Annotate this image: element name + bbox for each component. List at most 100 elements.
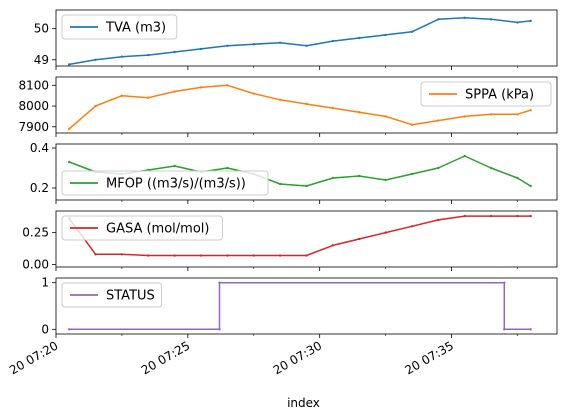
data-point [516, 214, 519, 218]
data-point [278, 98, 282, 102]
data-point [331, 176, 335, 180]
data-point [437, 218, 440, 222]
legend-box [61, 282, 163, 308]
legend-label: MFOP ((m3/s)/(m3/s)) [106, 177, 246, 192]
data-point [384, 231, 387, 234]
data-point [489, 214, 493, 218]
data-point [226, 44, 229, 47]
data-point [305, 102, 308, 106]
data-point [67, 160, 71, 164]
data-point [199, 254, 203, 257]
y-tick-label: 0.4 [30, 141, 49, 155]
data-point [489, 166, 493, 170]
data-point [94, 104, 97, 108]
data-point [410, 172, 414, 176]
data-point [516, 176, 519, 180]
legend-box [61, 14, 178, 40]
data-point [331, 106, 335, 110]
data-point [67, 328, 71, 331]
data-point [199, 86, 203, 89]
data-point [503, 281, 506, 284]
data-point [94, 253, 97, 256]
data-point [463, 16, 466, 19]
legend: TVA (m3) [61, 14, 178, 40]
data-point [120, 55, 124, 58]
data-point [489, 113, 493, 116]
data-point [305, 44, 308, 47]
data-point [437, 119, 440, 122]
y-tick-label: 7900 [18, 120, 49, 134]
y-tick-label: 0.25 [22, 226, 49, 240]
y-tick-label: 50 [34, 22, 49, 36]
data-point [147, 53, 150, 57]
data-point [331, 39, 335, 43]
y-tick-label: 0.00 [22, 257, 49, 271]
legend-box [420, 81, 552, 107]
data-point [384, 33, 387, 37]
data-point [67, 63, 71, 66]
data-point [305, 184, 308, 188]
panel-4: 0.00 0.25 GASA (mol/mol) [22, 210, 558, 271]
data-point [120, 253, 124, 256]
panel-1: 49 50 TVA (m3) [34, 9, 558, 70]
data-point [199, 47, 203, 51]
data-point [278, 182, 282, 186]
legend: STATUS [61, 282, 163, 308]
data-point [67, 127, 71, 131]
x-axis-title: index [287, 396, 320, 410]
data-point [529, 108, 532, 112]
legend-label: TVA (m3) [105, 21, 166, 36]
data-point [218, 281, 221, 284]
data-point [278, 41, 282, 44]
data-point [278, 254, 282, 257]
data-point [147, 96, 150, 99]
data-point [305, 254, 308, 257]
data-point [503, 328, 506, 331]
data-point [516, 21, 519, 24]
legend-label: SPPA (kPa) [465, 88, 534, 103]
data-point [226, 84, 229, 87]
legend-label: STATUS [106, 289, 155, 304]
x-tick-label: 20 07:20 [7, 338, 60, 377]
x-tick-label: 20 07:35 [403, 338, 456, 377]
legend-label: GASA (mol/mol) [106, 222, 209, 237]
data-point [173, 164, 176, 168]
legend-box [61, 215, 223, 241]
y-tick-label: 0.2 [30, 181, 49, 195]
data-point [410, 30, 414, 33]
legend: MFOP ((m3/s)/(m3/s)) [61, 170, 269, 196]
data-point [358, 174, 361, 178]
data-point [463, 214, 466, 218]
data-point [173, 90, 176, 93]
panel-5: 0 1 STATUS [41, 276, 558, 338]
x-tick-label: 20 07:25 [139, 338, 192, 377]
data-point [358, 111, 361, 114]
data-point [358, 36, 361, 40]
data-point [331, 244, 335, 247]
data-point [218, 328, 221, 331]
data-point [529, 19, 532, 23]
data-point [410, 123, 414, 126]
legend: SPPA (kPa) [420, 81, 552, 107]
data-point [489, 18, 493, 21]
data-point [173, 254, 176, 257]
data-point [437, 166, 440, 170]
panel-3: 0.2 0.4 MFOP ((m3/s)/(m3/s)) [30, 141, 558, 204]
legend-box [61, 170, 269, 196]
y-tick-label: 8100 [18, 78, 49, 92]
y-tick-label: 1 [41, 276, 49, 290]
data-point [529, 214, 532, 218]
data-point [410, 225, 414, 228]
data-point [252, 254, 255, 257]
x-tick-label: 20 07:30 [271, 338, 324, 377]
data-point [252, 43, 255, 46]
data-point [252, 92, 255, 95]
data-point [173, 50, 176, 54]
data-point [437, 18, 440, 21]
panel-2: 7900 8000 8100 SPPA (kPa) [18, 76, 558, 137]
data-point [463, 115, 466, 118]
data-point [94, 58, 97, 61]
data-point [120, 94, 124, 97]
y-tick-label: 0 [41, 322, 49, 336]
